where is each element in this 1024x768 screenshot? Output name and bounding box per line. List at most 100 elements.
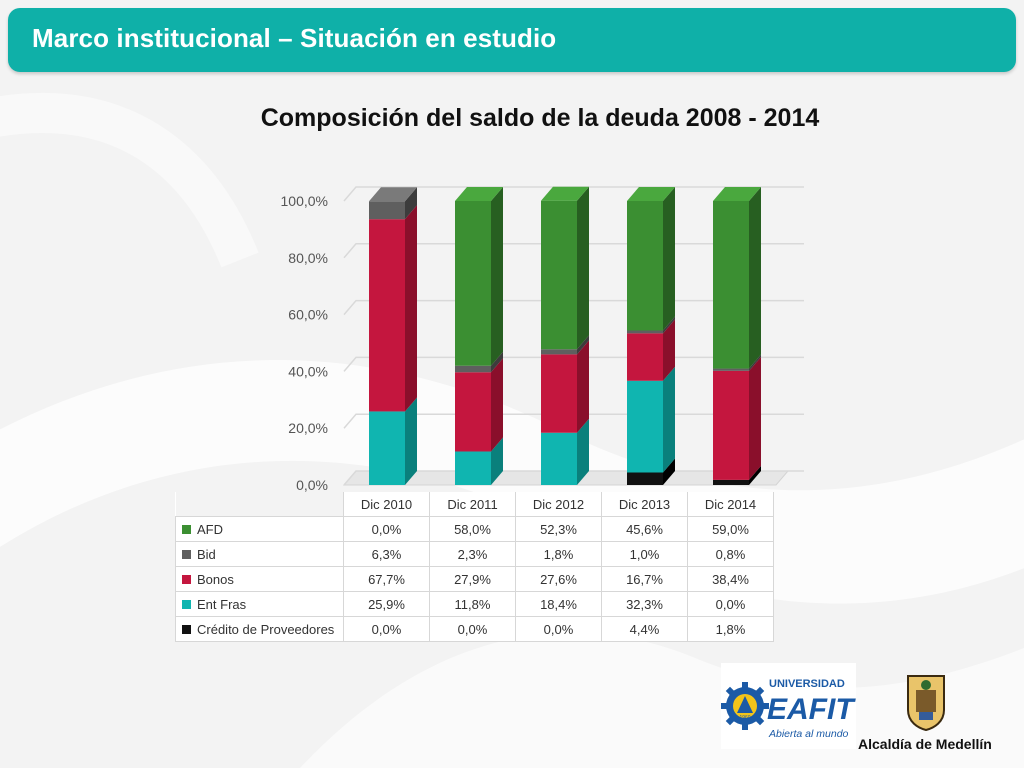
bar-segment [713,368,749,371]
legend-swatch [182,574,191,584]
bar-segment-side [491,358,503,452]
bar-segment [541,349,577,355]
header-banner: Marco institucional – Situación en estud… [8,8,1016,72]
bar-segment-side [405,205,417,412]
page-title: Marco institucional – Situación en estud… [32,23,557,53]
bar-segment [541,432,577,485]
bar-segment-side [663,319,675,381]
y-tick-label: 80,0% [288,250,328,266]
legend-swatch [182,524,191,534]
data-label: 38,4% [687,566,774,592]
x-tick-label: Dic 2010 [343,492,430,517]
data-label: 27,9% [429,566,516,592]
bar-top-cap [369,187,417,202]
bar-segment-side [663,187,675,331]
bar-segment-side [749,465,761,485]
medellin-crest [907,675,945,732]
bar-segment [627,472,663,485]
data-label: 45,6% [601,516,688,542]
table-row: Crédito de Proveedores 0,0% 0,0% 0,0% 4,4% 1,… [175,616,774,642]
data-label: 52,3% [515,516,602,542]
bar-top-cap [541,186,589,201]
bar-segment [627,333,663,381]
data-label: 6,3% [343,541,430,567]
data-label: 27,6% [515,566,602,592]
y-tick-label: 20,0% [288,420,328,436]
bar-segment [627,330,663,334]
bar-segment [627,201,663,331]
data-label: 0,0% [343,516,430,542]
data-label: 1,8% [687,616,774,642]
data-label: 67,7% [343,566,430,592]
bar-segment-side [405,397,417,485]
data-label: 25,9% [343,591,430,617]
legend-swatch [182,624,191,634]
legend-label: Bid [197,546,216,562]
data-label: 58,0% [429,516,516,542]
bar-segment-side [491,351,503,373]
data-label: 0,0% [687,591,774,617]
bar-segment [713,370,749,480]
bar-segment-side [491,187,503,366]
bar-segment [541,200,577,350]
data-label: 1,0% [601,541,688,567]
legend-entry: Bonos [175,566,344,592]
bar-segment [369,219,405,412]
bar-top-cap [455,187,503,201]
bar-segment [455,365,491,373]
bar-segment [455,451,491,485]
data-label: 4,4% [601,616,688,642]
eafit-line1: UNIVERSIDAD [769,678,845,690]
data-label: 0,0% [429,616,516,642]
bar-segment-side [491,437,503,485]
bar-column [627,187,675,485]
bar-segment [627,380,663,473]
legend-label: Ent Fras [197,596,247,612]
bar-top-cap [627,187,675,201]
bar-segment [541,354,577,433]
y-tick-label: 60,0% [288,307,328,323]
legend-entry: Ent Fras [175,591,344,617]
data-label: 1,8% [515,541,602,567]
bar-segment-side [663,366,675,473]
bar-segment-side [577,418,589,485]
table-row: AFD 0,0% 58,0% 52,3% 45,6% 59,0% [175,516,774,542]
data-label: 59,0% [687,516,774,542]
gear-icon: 1960 [721,682,769,730]
table-row: Ent Fras 25,9% 11,8% 18,4% 32,3% 0,0% [175,591,774,617]
legend-swatch [182,549,191,559]
svg-text:1960: 1960 [739,715,750,721]
y-tick-label: 0,0% [296,477,328,493]
bar-column [369,187,417,485]
y-tick-label: 100,0% [281,193,328,209]
data-label: 18,4% [515,591,602,617]
bar-segment-side [749,356,761,480]
bar-segment-side [663,458,675,485]
x-tick-label: Dic 2014 [687,492,774,517]
table-header-row: Dic 2010 Dic 2011 Dic 2012 Dic 2013 Dic 2014 [175,492,774,517]
bar-segment [455,372,491,452]
bar-top-cap [713,187,761,201]
data-label: 11,8% [429,591,516,617]
bar-column [541,186,589,485]
bar-segment-side [577,186,589,350]
eafit-logo: 1960 UNIVERSIDAD EAFIT Abierta al mundo [721,663,856,749]
x-tick-label: Dic 2013 [601,492,688,517]
data-label: 2,3% [429,541,516,567]
bar-column [455,187,503,485]
legend-entry: Crédito de Proveedores [175,616,344,642]
data-label: 0,8% [687,541,774,567]
bar-column [713,187,761,485]
legend-label: Crédito de Proveedores [197,621,335,637]
bar-segment [713,201,749,369]
x-tick-label: Dic 2012 [515,492,602,517]
table-row: Bid 6,3% 2,3% 1,8% 1,0% 0,8% [175,541,774,567]
legend-swatch [182,599,191,609]
bar-segment [455,201,491,366]
bar-segment [369,201,405,220]
bar-segment-side [749,187,761,369]
bar-segment-side [663,316,675,334]
legend-label: AFD [197,521,223,537]
table-row: Bonos 67,7% 27,9% 27,6% 16,7% 38,4% [175,566,774,592]
